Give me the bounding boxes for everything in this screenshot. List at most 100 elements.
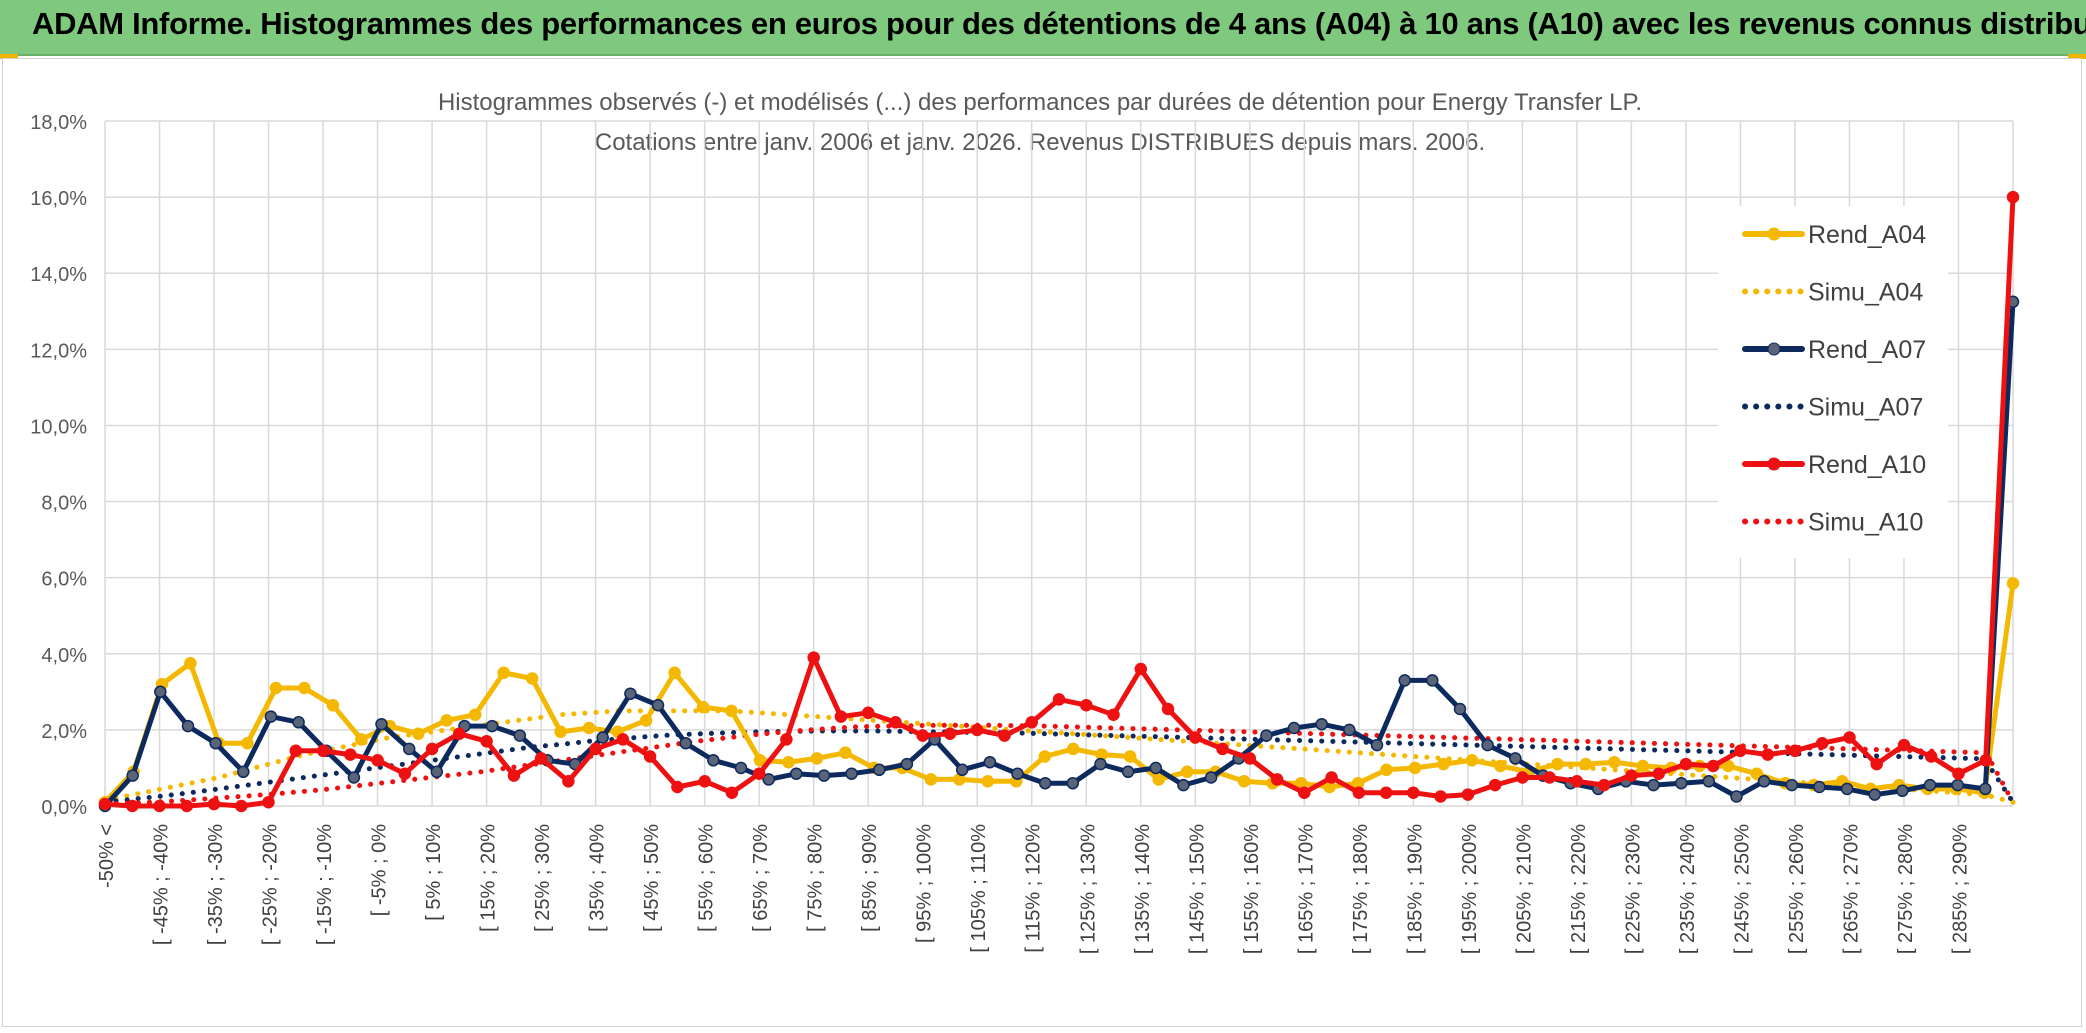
data-point bbox=[264, 710, 278, 723]
x-tick-label: [ 5% ; 10% bbox=[423, 824, 445, 921]
x-tick-label: [ -45% ; -40% bbox=[151, 824, 173, 945]
data-point bbox=[1123, 750, 1137, 763]
data-point bbox=[1570, 775, 1584, 788]
x-tick-label: [ 265% ; 270% bbox=[1840, 824, 1862, 954]
data-point bbox=[924, 773, 938, 786]
data-point bbox=[485, 719, 499, 733]
series-layer bbox=[98, 190, 2020, 813]
data-point bbox=[1488, 778, 1502, 792]
data-point bbox=[375, 717, 388, 731]
data-point bbox=[1315, 717, 1328, 731]
x-tick-label: [ 245% ; 250% bbox=[1731, 824, 1753, 954]
data-point bbox=[668, 666, 681, 680]
data-point bbox=[1721, 759, 1735, 773]
data-point bbox=[616, 733, 630, 746]
data-point bbox=[1216, 742, 1229, 756]
data-point bbox=[1674, 776, 1688, 790]
data-point bbox=[507, 769, 521, 782]
data-point bbox=[1343, 723, 1356, 737]
data-point bbox=[1434, 790, 1447, 803]
x-tick-label: [ 205% ; 210% bbox=[1513, 824, 1535, 954]
data-point bbox=[1679, 757, 1693, 771]
x-tick-label: [ 105% ; 110% bbox=[968, 824, 990, 953]
data-point bbox=[596, 731, 609, 744]
data-point bbox=[810, 752, 824, 765]
data-point bbox=[1453, 702, 1467, 716]
data-point bbox=[1788, 744, 1802, 758]
x-tick-label: [ 25% ; 30% bbox=[532, 824, 554, 932]
data-point bbox=[1379, 786, 1393, 799]
data-point bbox=[1243, 752, 1257, 765]
data-point bbox=[845, 767, 858, 780]
x-tick-label: [ 115% ; 120% bbox=[1023, 824, 1045, 953]
data-point bbox=[1370, 738, 1384, 752]
data-point bbox=[725, 704, 738, 718]
data-point bbox=[1025, 716, 1038, 729]
data-point bbox=[1066, 742, 1080, 756]
x-tick-label: [ -25% ; -20% bbox=[260, 824, 282, 945]
data-point bbox=[402, 742, 416, 756]
data-point bbox=[916, 729, 929, 742]
data-point bbox=[707, 754, 720, 767]
data-point bbox=[344, 748, 357, 761]
data-point bbox=[582, 721, 596, 735]
data-point bbox=[1608, 755, 1621, 769]
y-axis: 0,0% 2,0% 4,0% 6,0% 8,0% 10,0% 12,0% 14,0% 16,0%… bbox=[30, 112, 87, 819]
data-point bbox=[292, 716, 305, 729]
data-point bbox=[900, 757, 914, 771]
data-point bbox=[126, 769, 139, 782]
legend-marker bbox=[1767, 227, 1781, 241]
data-point bbox=[184, 657, 197, 670]
x-tick-label: -50% < bbox=[96, 824, 118, 888]
data-point bbox=[1924, 750, 1938, 763]
data-point bbox=[440, 714, 453, 727]
data-point bbox=[1465, 754, 1479, 767]
x-tick-label: [ 45% ; 50% bbox=[641, 824, 663, 932]
data-point bbox=[1407, 786, 1420, 799]
data-point bbox=[1868, 788, 1881, 801]
banner: ADAM Informe. Histogrammes des performan… bbox=[0, 0, 2086, 56]
data-point bbox=[355, 733, 368, 746]
data-point bbox=[1551, 757, 1564, 771]
data-point bbox=[1461, 788, 1475, 801]
x-tick-label: [ 185% ; 190% bbox=[1404, 824, 1426, 954]
legend-label: Simu_A10 bbox=[1808, 509, 1923, 537]
x-tick-label: [ 275% ; 280% bbox=[1895, 824, 1917, 954]
x-axis: -50% < [ -45% ; -40% [ -35% ; -30% [ -25% ;… bbox=[96, 824, 1971, 954]
data-point bbox=[2006, 190, 2020, 204]
data-point bbox=[983, 755, 997, 769]
data-point bbox=[468, 708, 482, 721]
y-tick-label: 14,0% bbox=[30, 264, 87, 286]
data-point bbox=[1870, 757, 1883, 771]
legend[interactable]: Rend_A04 Simu_A04 Rend_A07 Simu_A07 Rend_A10… bbox=[1718, 206, 1948, 558]
data-point bbox=[734, 761, 748, 775]
data-point bbox=[1180, 765, 1194, 779]
data-point bbox=[1398, 674, 1411, 687]
x-tick-label: [ 35% ; 40% bbox=[587, 824, 609, 932]
data-point bbox=[398, 767, 412, 780]
data-point bbox=[671, 780, 684, 794]
legend-box bbox=[1718, 206, 1948, 558]
data-point bbox=[839, 746, 852, 759]
data-point bbox=[1437, 757, 1450, 771]
data-point bbox=[1107, 708, 1120, 721]
data-point bbox=[782, 755, 795, 769]
data-point bbox=[1979, 754, 1992, 767]
data-point bbox=[1761, 748, 1774, 761]
data-point bbox=[1052, 693, 1066, 706]
data-point bbox=[1516, 771, 1529, 784]
data-point bbox=[1951, 778, 1964, 792]
data-point bbox=[1325, 771, 1338, 784]
data-point bbox=[2006, 577, 2020, 590]
data-point bbox=[209, 736, 222, 750]
data-point bbox=[1298, 786, 1311, 799]
x-tick-label: [ -35% ; -30% bbox=[205, 824, 227, 945]
data-point bbox=[1652, 767, 1665, 780]
data-point bbox=[1494, 759, 1507, 773]
data-point bbox=[237, 765, 250, 779]
data-point bbox=[1843, 731, 1856, 744]
data-point bbox=[1706, 759, 1720, 773]
y-tick-label: 18,0% bbox=[30, 112, 87, 134]
data-point bbox=[98, 797, 112, 811]
